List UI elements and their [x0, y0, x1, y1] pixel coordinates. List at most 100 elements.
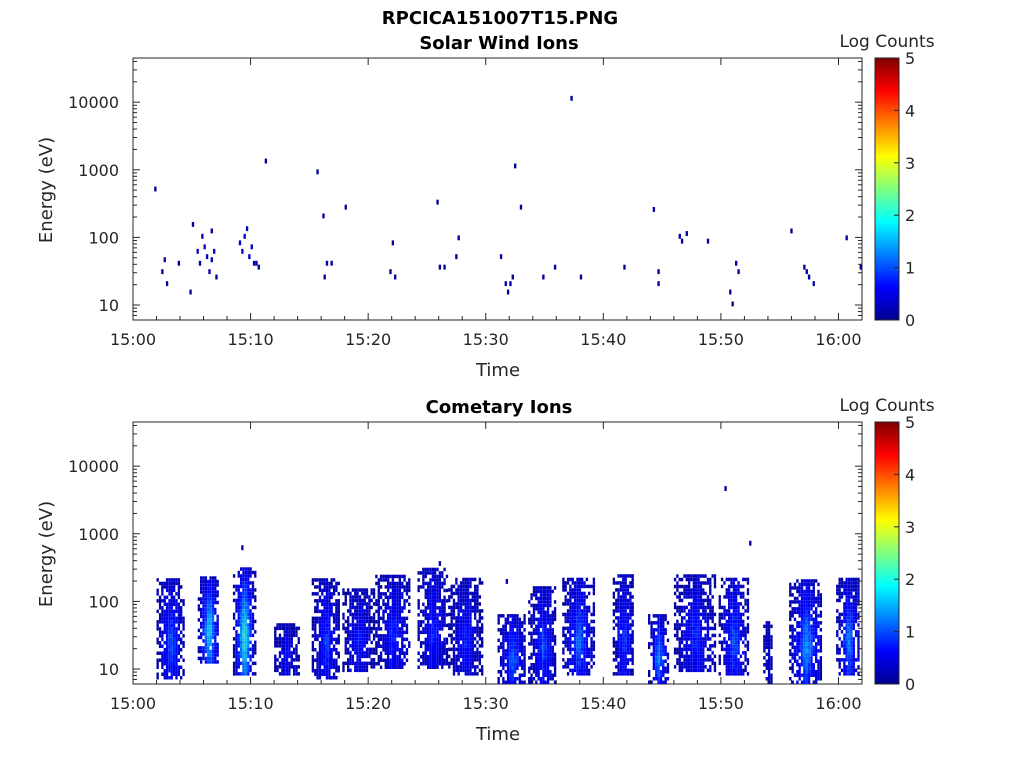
cometary-burst-1-cell — [211, 607, 215, 612]
cometary-burst-10-cell — [549, 614, 552, 618]
cometary-burst-8-cell — [466, 598, 470, 603]
cometary-burst-15-cell — [744, 637, 747, 641]
cometary-burst-1-cell — [214, 586, 217, 591]
cometary-burst-8-cell — [469, 640, 472, 645]
cometary-burst-10-cell — [549, 603, 552, 608]
cometary-burst-14-cell — [680, 640, 684, 645]
solar-wind-data-point-46 — [514, 163, 517, 169]
cometary-burst-15-cell — [718, 672, 721, 676]
cometary-burst-6-cell — [382, 616, 385, 621]
cometary-burst-12-cell — [624, 619, 627, 624]
cometary-burst-9-cell — [511, 670, 514, 674]
cometary-burst-17-cell — [812, 631, 815, 636]
cometary-burst-17-cell — [807, 645, 811, 650]
cometary-burst-7-cell — [434, 658, 437, 662]
cometary-burst-1-cell — [209, 621, 212, 626]
cometary-burst-5-cell — [351, 640, 355, 645]
cometary-burst-3-cell — [285, 658, 289, 662]
cometary-burst-9-cell — [514, 645, 517, 650]
cometary-burst-14-cell — [673, 602, 677, 606]
cometary-burst-12-cell — [626, 637, 630, 641]
cometary-burst-13-cell — [662, 645, 665, 650]
cometary-burst-18-cell — [847, 612, 851, 617]
cometary-burst-10-cell — [544, 603, 547, 608]
cometary-burst-10-cell — [530, 673, 533, 677]
cometary-burst-15-cell — [728, 647, 731, 652]
cometary-burst-8-cell — [455, 591, 458, 596]
cometary-burst-15-cell — [737, 665, 740, 669]
cometary-burst-15-cell — [728, 584, 731, 589]
cometary-burst-1-cell — [197, 646, 201, 650]
cometary-burst-1-cell — [204, 635, 208, 640]
cometary-burst-12-cell — [615, 644, 618, 648]
cometary-burst-14-cell — [688, 665, 691, 669]
cometary-burst-5-cell — [358, 640, 362, 645]
cometary-burst-17-cell — [796, 600, 799, 604]
cometary-burst-12-cell — [622, 640, 625, 645]
cometary-burst-5-cell — [347, 591, 350, 596]
cometary-burst-7-cell — [434, 637, 437, 642]
cometary-burst-6-cell — [379, 665, 383, 669]
cometary-burst-17-cell — [789, 600, 792, 604]
cometary-burst-17-cell — [819, 635, 823, 639]
cometary-burst-7-cell — [441, 574, 444, 579]
cometary-burst-10-cell — [553, 642, 557, 646]
cometary-burst-8-cell — [466, 644, 470, 648]
cometary-burst-4-cell — [311, 665, 315, 669]
cometary-burst-3-cell — [295, 647, 298, 652]
cometary-burst-7-cell — [431, 641, 435, 645]
cometary-burst-7-cell — [424, 613, 427, 617]
cometary-burst-13-cell — [652, 631, 656, 636]
cometary-burst-4-cell — [316, 609, 319, 614]
cometary-burst-6-cell — [391, 609, 395, 614]
cometary-burst-4-cell — [318, 658, 322, 662]
cometary-burst-0-cell — [170, 581, 173, 586]
cometary-burst-15-cell — [718, 633, 721, 638]
cometary-burst-14-cell — [690, 668, 693, 673]
cometary-burst-6-cell — [403, 585, 406, 589]
cometary-burst-12-cell — [619, 672, 623, 676]
cometary-burst-8-cell — [450, 609, 453, 613]
cometary-burst-8-cell — [474, 630, 477, 634]
cometary-burst-17-cell — [815, 607, 818, 611]
cometary-burst-15-cell — [735, 616, 738, 620]
cometary-burst-0-cell — [175, 658, 178, 662]
cometary-burst-14-cell — [692, 609, 696, 613]
cometary-burst-18-cell — [857, 637, 860, 641]
cometary-burst-14-cell — [713, 577, 717, 582]
cometary-burst-8-cell — [457, 616, 460, 620]
cometary-burst-10-cell — [537, 586, 540, 590]
cometary-burst-7-cell — [434, 609, 437, 614]
cometary-burst-4-cell — [325, 592, 329, 596]
cometary-burst-17-cell — [789, 677, 792, 681]
cometary-burst-14-cell — [699, 651, 703, 655]
cometary-burst-9-cell — [521, 663, 524, 667]
cometary-burst-7-cell — [429, 609, 432, 614]
cometary-burst-17-cell — [798, 645, 801, 650]
cometary-burst-6-cell — [377, 609, 380, 614]
cometary-burst-11-cell — [569, 658, 572, 662]
cometary-burst-15-cell — [737, 644, 740, 648]
cometary-burst-11-cell — [564, 633, 567, 638]
cometary-burst-4-cell — [318, 648, 322, 652]
cometary-burst-15-cell — [723, 595, 726, 599]
cometary-burst-4-cell — [337, 665, 340, 669]
cometary-burst-7-cell — [427, 662, 430, 666]
cometary-burst-11-cell — [585, 609, 589, 613]
cometary-burst-0-cell — [158, 634, 162, 638]
cometary-burst-11-cell — [576, 630, 579, 634]
cometary-burst-18-cell — [845, 602, 848, 606]
cometary-burst-10-cell — [542, 603, 545, 608]
cometary-burst-8-cell — [481, 640, 484, 645]
cometary-burst-7-cell — [434, 620, 437, 624]
cometary-burst-3-cell — [281, 658, 284, 662]
cometary-burst-11-cell — [578, 609, 581, 613]
cometary-burst-17-cell — [798, 638, 801, 643]
figure-title: RPCICA151007T15.PNG — [382, 8, 618, 29]
cometary-burst-10-cell — [544, 600, 547, 604]
cometary-burst-15-cell — [723, 654, 726, 659]
cometary-burst-15-cell — [746, 623, 750, 627]
cometary-burst-8-cell — [478, 630, 482, 634]
cometary-burst-17-cell — [819, 666, 823, 670]
cometary-burst-15-cell — [730, 658, 733, 662]
